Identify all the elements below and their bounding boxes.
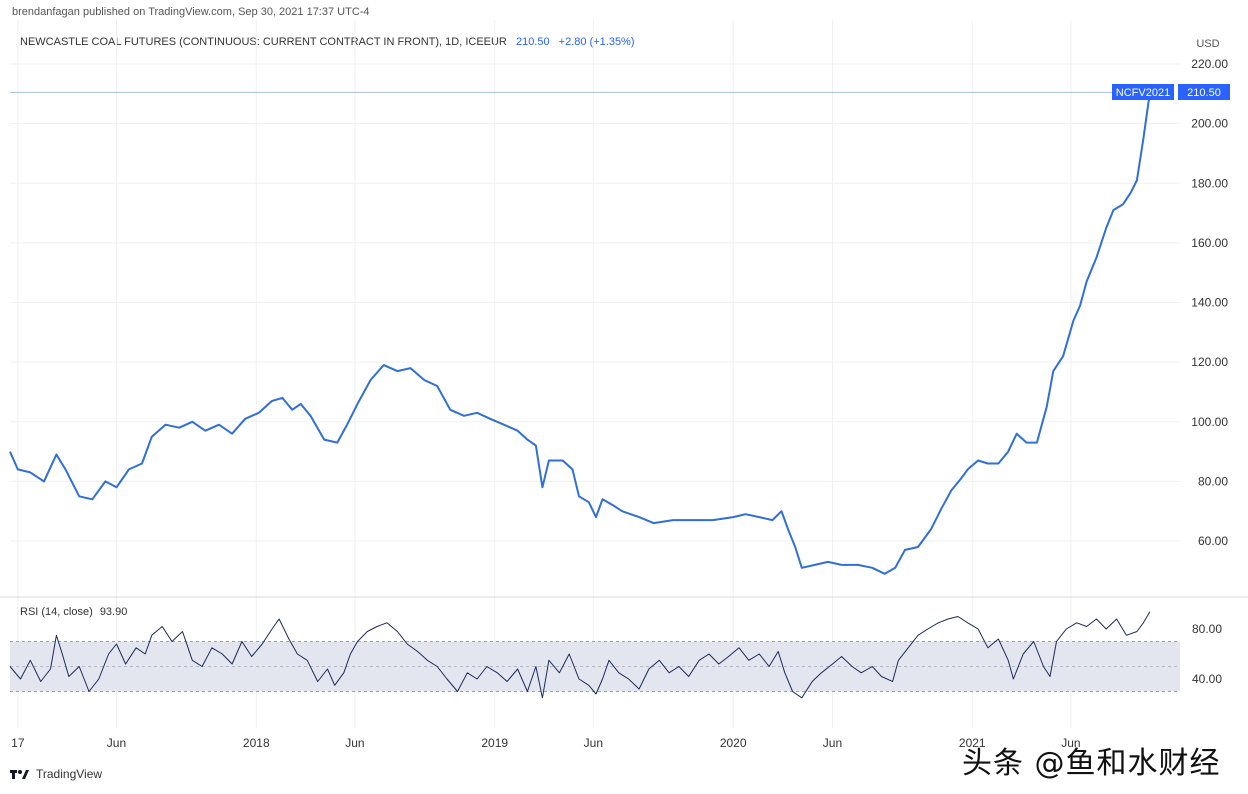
price-axis-tick-label: 100.00 — [1191, 415, 1228, 429]
time-axis: 17 Jun 2018 Jun 2019 Jun 2020 Jun 2021 Jun — [11, 736, 1080, 750]
price-axis-tick-label: 220.00 — [1191, 57, 1228, 71]
price-axis: 220.00 200.00 180.00 160.00 140.00 120.00 100.… — [1191, 57, 1228, 548]
price-gridlines — [10, 20, 1180, 597]
time-axis-tick-label: Jun — [1061, 736, 1080, 750]
currency-label: USD — [1196, 38, 1219, 50]
time-axis-tick-label: 2021 — [959, 736, 986, 750]
price-axis-tick-label: 120.00 — [1191, 355, 1228, 369]
price-axis-tick-label: 80.00 — [1198, 474, 1228, 488]
rsi-axis-tick-label: 80.00 — [1192, 622, 1222, 636]
symbol-title: NEWCASTLE COAL FUTURES (CONTINUOUS: CURR… — [20, 36, 507, 48]
last-price: 210.50 — [515, 36, 550, 48]
symbol-tag: NCFV2021 — [1116, 87, 1170, 99]
brand-name: TradingView — [36, 767, 103, 781]
time-axis-tick-label: 2019 — [481, 736, 508, 750]
price-axis-tick-label: 180.00 — [1191, 176, 1228, 190]
rsi-legend: RSI (14, close) 93.90 — [20, 606, 127, 618]
rsi-axis-tick-label: 40.00 — [1192, 672, 1222, 686]
watermark: 头条 @鱼和水财经 — [962, 746, 1221, 781]
last-price-tags: NCFV2021 210.50 — [1112, 84, 1230, 100]
price-axis-tick-label: 160.00 — [1191, 236, 1228, 250]
tradingview-logo-icon — [10, 770, 29, 779]
price-axis-tick-label: 140.00 — [1191, 296, 1228, 310]
published-byline: brendanfagan published on TradingView.co… — [12, 6, 370, 18]
rsi-label: RSI (14, close) — [20, 606, 93, 618]
time-axis-tick-label: 2020 — [720, 736, 747, 750]
price-series-line — [9, 92, 1151, 575]
time-axis-tick-label: Jun — [823, 736, 842, 750]
time-axis-tick-label: 2018 — [243, 736, 270, 750]
price-tag-bg — [1178, 84, 1230, 100]
rsi-value: 93.90 — [99, 606, 128, 618]
chart-title-bar: NEWCASTLE COAL FUTURES (CONTINUOUS: CURR… — [20, 36, 635, 48]
time-axis-tick-label: Jun — [345, 736, 364, 750]
price-axis-tick-label: 60.00 — [1198, 534, 1228, 548]
rsi-axis: 80.00 40.00 — [1192, 622, 1222, 686]
symbol-tag-bg — [1112, 84, 1174, 100]
time-axis-tick-label: 17 — [11, 736, 25, 750]
time-axis-tick-label: Jun — [107, 736, 126, 750]
rsi-series-line — [9, 611, 1151, 699]
price-axis-tick-label: 200.00 — [1191, 117, 1228, 131]
tradingview-logo[interactable]: TradingView — [10, 767, 102, 781]
price-tag: 210.50 — [1187, 87, 1221, 99]
time-axis-tick-label: Jun — [584, 736, 603, 750]
price-change: +2.80 (+1.35%) — [558, 36, 635, 48]
